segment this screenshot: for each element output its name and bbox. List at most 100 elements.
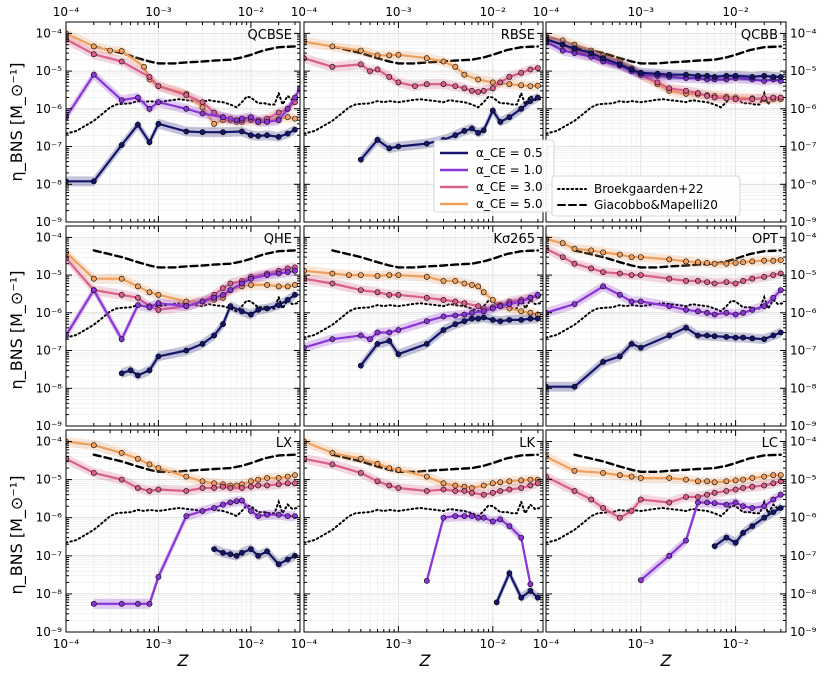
point-alpha-30-qcbb (723, 95, 730, 102)
point-alpha-30-opt (711, 280, 718, 287)
point-alpha-10-qhe (183, 303, 190, 310)
point-alpha-05-rbse (374, 136, 381, 143)
point-alpha-05-qcbse (146, 139, 153, 146)
point-alpha-50-lx (255, 476, 262, 483)
point-alpha-10-lc (711, 500, 718, 507)
data-series (66, 28, 784, 609)
point-alpha-05-rbse (386, 145, 393, 152)
point-alpha-50-lc (777, 472, 784, 479)
point-alpha-05-qcbb (704, 72, 710, 79)
point-alpha-10-lc (777, 491, 784, 498)
y-tick-label-qcbb: 10⁻⁸ (790, 177, 817, 191)
y-tick-label-lc: 10⁻⁶ (790, 511, 817, 525)
point-alpha-05-opt (723, 333, 730, 340)
y-tick-label-qcbse: 10⁻⁹ (36, 215, 63, 229)
point-alpha-05-qhe (238, 308, 245, 315)
point-alpha-05-k-265 (452, 321, 459, 328)
y-tick-label-lc: 10⁻⁸ (790, 587, 817, 601)
point-alpha-30-qcbse (146, 74, 153, 80)
point-alpha-05-lc (761, 514, 768, 521)
point-alpha-05-qcbb (571, 45, 578, 52)
panel-title-qhe: QHE (264, 232, 292, 247)
point-alpha-50-lk (480, 482, 487, 489)
panel-title-rbse: RBSE (501, 28, 535, 43)
point-alpha-50-k-265 (374, 272, 381, 279)
point-alpha-05-qhe (155, 353, 162, 360)
point-alpha-10-k-265 (329, 336, 336, 343)
point-alpha-05-qcbse (134, 121, 141, 128)
point-alpha-50-lx (183, 473, 190, 480)
point-alpha-05-k-265 (440, 327, 447, 333)
y-tick-label-opt: 10⁻⁷ (790, 344, 817, 358)
point-alpha-10-qhe (275, 270, 282, 277)
point-alpha-05-qcbb (723, 72, 730, 79)
panel-frame-k-265 (303, 225, 544, 427)
point-alpha-30-qcbse (118, 58, 125, 65)
point-alpha-50-lc (704, 478, 710, 485)
point-alpha-30-lx (90, 469, 97, 476)
reference-group-lx (66, 453, 299, 544)
point-alpha-05-k-265 (374, 340, 381, 347)
point-alpha-30-rbse (412, 83, 418, 89)
point-alpha-05-qcbb (732, 72, 739, 79)
point-alpha-10-k-265 (440, 313, 447, 320)
point-alpha-50-rbse (395, 51, 402, 58)
giacobbo-curve-lc (573, 453, 782, 473)
point-alpha-50-lx (90, 442, 97, 449)
point-alpha-05-lc (740, 529, 746, 536)
point-alpha-50-k-265 (395, 272, 402, 278)
point-alpha-05-qhe (220, 321, 226, 328)
point-alpha-05-rbse (357, 156, 364, 163)
point-alpha-05-lx (284, 556, 291, 563)
point-alpha-05-rbse (468, 125, 475, 132)
point-alpha-10-lx (146, 600, 153, 607)
point-alpha-10-lk (475, 514, 482, 521)
point-alpha-10-qhe (220, 291, 226, 298)
point-alpha-30-rbse (489, 85, 496, 92)
point-alpha-05-qcbse (238, 128, 245, 135)
point-alpha-50-lk (423, 473, 430, 480)
line-alpha-05-qcbse (66, 122, 296, 183)
point-alpha-05-rbse (475, 129, 482, 136)
point-alpha-05-opt (600, 358, 606, 365)
axis-labels: Z Z Z η_BNS [M_⊙⁻¹] η_BNS [M_⊙⁻¹] η_BNS … (7, 63, 673, 670)
x-tick-label-qcbse: 10⁻² (238, 5, 265, 19)
point-alpha-05-lx (275, 561, 282, 568)
point-alpha-50-opt (761, 257, 768, 264)
point-alpha-50-lk (386, 465, 393, 471)
point-alpha-10-k-265 (506, 301, 513, 307)
point-alpha-05-qhe (264, 305, 270, 312)
y-tick-label-qhe: 10⁻⁴ (36, 230, 63, 244)
point-alpha-50-opt (723, 260, 730, 267)
x-tick-label-lx: 10⁻⁴ (53, 637, 80, 651)
point-alpha-05-k-265 (497, 318, 504, 325)
point-alpha-10-k-265 (497, 303, 504, 310)
point-alpha-30-rbse (527, 66, 534, 73)
point-alpha-50-rbse (452, 63, 459, 70)
point-alpha-50-opt (695, 259, 701, 266)
point-alpha-10-lc (723, 501, 730, 508)
x-tick-label-lk: 10⁻³ (385, 637, 412, 651)
y-tick-label-lx: 10⁻⁵ (36, 473, 63, 487)
point-alpha-50-k-265 (329, 270, 336, 277)
point-alpha-05-lc (711, 543, 718, 549)
x-tick-label-rbse: 10⁻⁴ (291, 5, 318, 19)
point-alpha-50-rbse (329, 43, 336, 50)
broekgaarden-curve-lx (66, 498, 299, 544)
panel-frame-rbse (303, 21, 544, 223)
point-alpha-30-opt (571, 260, 578, 267)
point-alpha-50-lk (497, 479, 504, 486)
point-alpha-50-k-265 (468, 281, 475, 288)
point-alpha-30-lc (637, 496, 644, 503)
point-alpha-50-qcbse (292, 115, 298, 122)
point-alpha-30-rbse (357, 61, 364, 68)
point-alpha-10-lk (497, 516, 504, 523)
point-alpha-05-opt (616, 353, 623, 360)
point-alpha-50-k-265 (346, 272, 352, 278)
series-group-lx (66, 436, 298, 609)
point-alpha-05-qcbse (264, 132, 270, 139)
point-alpha-50-lx (264, 475, 270, 481)
point-alpha-30-lk (489, 489, 496, 496)
point-alpha-10-lx (118, 600, 125, 607)
point-alpha-50-rbse (475, 76, 482, 83)
